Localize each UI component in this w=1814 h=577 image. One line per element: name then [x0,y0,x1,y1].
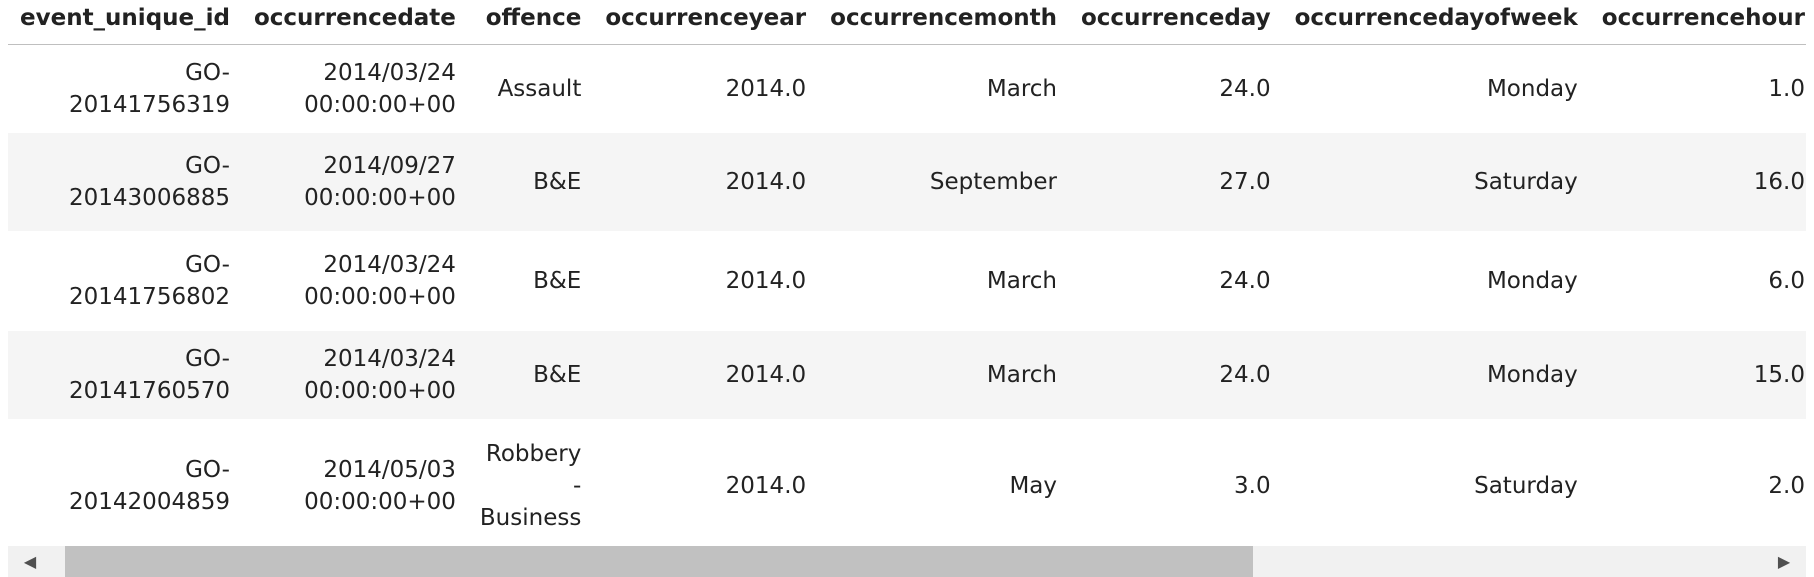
table-cell-year: 2014.0 [725,473,807,499]
cell-text-line: B&E [533,362,582,388]
header-row: event_unique_id occurrencedate offence occu… [8,0,1806,45]
table-cell-month: September [818,133,1069,231]
dataframe-output: event_unique_id occurrencedate offence occu… [8,0,1806,540]
cell-text-line: Business [479,505,582,531]
column-header-occurrencedate: occurrencedate [241,0,468,45]
dataframe-table: event_unique_id occurrencedate offence occu… [8,0,1806,540]
table-cell-hour: 15.0 [1589,331,1806,419]
table-cell-day: 24.0 [1219,76,1271,102]
table-cell-date: 2014/09/27 00:00:00+00 [241,133,468,231]
table-cell-day: 3.0 [1234,473,1271,499]
table-cell-offence: B&E [468,231,593,331]
column-header-occurrencedayofweek: occurrencedayofweek [1282,0,1590,45]
table-row: GO- 20141756319 2014/03/24 00:00:00+00 Assau… [8,45,1806,134]
table-cell-id: GO- 20143006885 [8,133,242,231]
triangle-left-icon: ◀ [23,552,37,571]
cell-text-line: 20143006885 [69,185,230,211]
table-row: GO- 20141756802 2014/03/24 00:00:00+00 B&E 20… [8,231,1806,331]
table-cell-year: 2014.0 [593,331,819,419]
table-cell-dow: Monday [1282,331,1590,419]
table-cell-id: GO- 20141756319 [8,45,242,134]
table-cell-offence: B&E [467,133,594,231]
table-cell-date: 2014/05/03 00:00:00+00 [242,419,468,540]
cell-text-line: 20141760570 [69,378,230,404]
table-cell-month: March [986,76,1057,102]
horizontal-scrollbar[interactable]: ◀ ▶ [8,546,1806,577]
table-cell-hour: 16.0 [1589,133,1806,231]
cell-text-line: GO- [185,153,230,179]
table-cell-dow: Saturday [1474,473,1578,499]
cell-text-line: GO- [185,457,230,483]
cell-text-line: - [573,473,582,499]
table-cell-month: March [818,331,1069,419]
cell-text-line: 2014/09/27 [323,153,456,179]
scrollbar-thumb[interactable] [65,546,1253,577]
scroll-right-button[interactable]: ▶ [1762,546,1806,577]
table-cell-year: 2014.0 [593,133,819,231]
table-cell-dow: Monday [1486,268,1578,294]
cell-text-line: 00:00:00+00 [304,489,456,515]
cell-text-line: 2014/03/24 [323,252,456,278]
cell-text-line: B&E [533,169,582,195]
table-cell-hour: 1.0 [1768,76,1805,102]
column-header-event-unique-id: event_unique_id [8,0,242,45]
cell-text-line: 20141756319 [69,92,230,118]
table-cell-day: 24.0 [1219,268,1271,294]
cell-text-line: Assault [497,76,582,102]
table-cell-id: GO- 20141760570 [8,331,242,419]
table-cell-offence: Robbery - Business [468,419,593,540]
cell-text-line: 00:00:00+00 [304,378,456,404]
table-body: GO- 20141756319 2014/03/24 00:00:00+00 Assau… [8,45,1806,541]
table-cell-month: March [986,268,1057,294]
table-cell-hour: 6.0 [1768,268,1805,294]
cell-text-line: B&E [533,268,582,294]
cell-text-line: GO- [185,346,230,372]
column-header-offence: offence [467,0,594,45]
table-cell-year: 2014.0 [725,268,807,294]
table-row: GO- 20143006885 2014/09/27 00:00:00+00 B&E 20… [8,133,1806,231]
column-header-occurrencemonth: occurrencemonth [818,0,1069,45]
cell-text-line: 00:00:00+00 [304,284,456,310]
cell-text-line: 00:00:00+00 [304,185,456,211]
table-cell-offence: B&E [467,331,594,419]
table-cell-id: GO- 20141756802 [8,231,242,331]
table-cell-date: 2014/03/24 00:00:00+00 [242,45,468,134]
column-header-occurrenceyear: occurrenceyear [593,0,819,45]
table-cell-date: 2014/03/24 00:00:00+00 [241,331,468,419]
table-cell-day: 24.0 [1069,331,1283,419]
table-cell-date: 2014/03/24 00:00:00+00 [242,231,468,331]
cell-text-line: GO- [185,60,230,86]
column-header-occurrencehour: occurrencehour [1589,0,1806,45]
table-cell-dow: Monday [1486,76,1578,102]
table-cell-year: 2014.0 [725,76,807,102]
scroll-left-button[interactable]: ◀ [8,546,52,577]
table-row: GO- 20141760570 2014/03/24 00:00:00+00 B&E 20… [8,331,1806,419]
table-cell-month: May [1009,473,1057,499]
cell-text-line: GO- [185,252,230,278]
table-row: GO- 20142004859 2014/05/03 00:00:00+00 Robbe… [8,419,1806,540]
cell-text-line: 20142004859 [69,489,230,515]
table-cell-day: 27.0 [1069,133,1283,231]
cell-text-line: 2014/03/24 [323,346,456,372]
cell-text-line: Robbery [485,441,582,467]
cell-text-line: 20141756802 [69,284,230,310]
triangle-right-icon: ▶ [1777,552,1791,571]
column-header-occurrenceday: occurrenceday [1069,0,1283,45]
cell-text-line: 00:00:00+00 [304,92,456,118]
cell-text-line: 2014/05/03 [323,457,456,483]
table-cell-hour: 2.0 [1768,473,1805,499]
table-cell-dow: Saturday [1282,133,1590,231]
table-cell-id: GO- 20142004859 [8,419,242,540]
cell-text-line: 2014/03/24 [323,60,456,86]
table-cell-offence: Assault [468,45,593,134]
